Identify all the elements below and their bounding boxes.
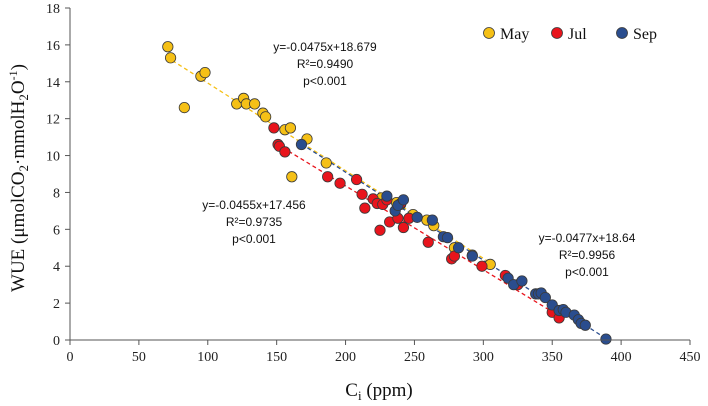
regression-annotations: y=-0.0475x+18.679 R²=0.9490 p<0.001 y=-0.04… [202, 40, 635, 279]
x-tick-label: 100 [197, 350, 218, 365]
data-point-sep [466, 250, 478, 262]
data-point-sep [539, 291, 551, 304]
data-point-sep [295, 138, 308, 151]
x-tick-label: 350 [542, 350, 563, 365]
data-points [162, 41, 612, 345]
data-point-jul [350, 173, 363, 186]
y-tick-label: 16 [46, 39, 60, 54]
y-tick-label: 12 [46, 113, 60, 128]
data-point-sep [397, 194, 410, 206]
data-point-jul [422, 236, 434, 248]
data-point-may [286, 171, 298, 183]
data-point-jul [356, 188, 368, 200]
y-tick-label: 8 [53, 186, 60, 201]
data-point-may [199, 66, 211, 79]
x-tick-label: 50 [132, 350, 146, 365]
legend-label-sep: Sep [633, 26, 657, 43]
legend: May Jul Sep [483, 26, 657, 43]
y-tick-label: 14 [46, 76, 60, 91]
y-tick-label: 2 [53, 297, 60, 312]
legend-marker-sep [616, 27, 628, 39]
x-tick-label: 200 [335, 350, 356, 365]
axes [65, 7, 691, 345]
annotation-jul-line: p<0.001 [232, 232, 276, 246]
y-tick-label: 4 [53, 260, 60, 275]
x-tick-label: 150 [266, 350, 287, 365]
annotation-may-line: p<0.001 [303, 74, 347, 88]
x-tick-label: 400 [611, 350, 632, 365]
x-axis-title: Ci (ppm) [345, 380, 413, 403]
annotation-may-line: y=-0.0475x+18.679 [273, 40, 377, 54]
legend-label-may: May [500, 26, 529, 43]
data-point-sep [452, 242, 465, 254]
y-tick-label: 6 [53, 223, 60, 238]
data-point-may [178, 102, 190, 114]
data-point-jul [279, 146, 291, 158]
data-point-sep [441, 232, 454, 244]
data-point-sep [579, 319, 591, 331]
data-point-sep [516, 275, 528, 287]
annotation-may-line: R²=0.9490 [297, 57, 354, 71]
legend-label-jul: Jul [568, 26, 587, 43]
legend-marker-jul [551, 27, 563, 39]
data-point-sep [381, 190, 393, 202]
annotation-sep-line: R²=0.9956 [559, 248, 616, 262]
data-point-sep [600, 333, 612, 345]
tick-labels: 0 50 100 150 200 250 300 350 400 450 0 2 4 6 8 10 12 14 16… [46, 2, 701, 365]
data-point-sep [411, 211, 423, 223]
annotation-jul-line: y=-0.0455x+17.456 [202, 198, 306, 212]
data-point-may [164, 52, 177, 64]
data-point-jul [322, 171, 334, 183]
data-point-may [260, 111, 272, 123]
data-point-may [162, 41, 174, 53]
data-point-may [320, 157, 332, 169]
annotation-sep-line: y=-0.0477x+18.64 [539, 231, 636, 245]
legend-marker-may [483, 27, 495, 39]
y-tick-label: 18 [46, 2, 60, 17]
y-axis-title: WUE (μmolCO2·mmolH2O-1) [6, 64, 31, 292]
data-point-jul [334, 177, 346, 189]
data-point-jul [397, 221, 410, 234]
y-tick-label: 0 [53, 334, 60, 349]
x-tick-label: 250 [404, 350, 425, 365]
data-point-jul [268, 122, 280, 134]
x-tick-label: 450 [680, 350, 701, 365]
data-point-may [284, 122, 297, 134]
data-point-sep [426, 214, 438, 226]
data-point-jul [374, 224, 386, 236]
data-point-may [249, 98, 261, 110]
annotation-jul-line: R²=0.9735 [226, 215, 283, 229]
data-point-jul [476, 260, 488, 272]
data-point-jul [359, 202, 371, 214]
annotation-sep-line: p<0.001 [565, 265, 609, 279]
x-tick-label: 0 [67, 350, 74, 365]
y-tick-label: 10 [46, 150, 60, 165]
x-tick-label: 300 [473, 350, 494, 365]
